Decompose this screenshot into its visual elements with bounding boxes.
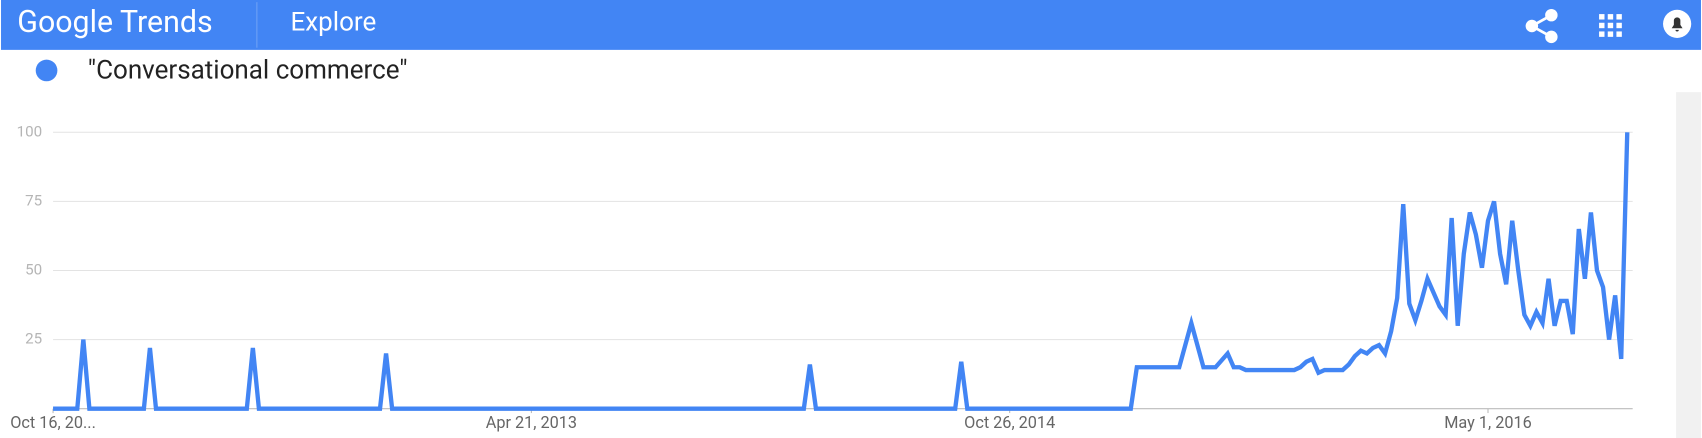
x-tick-label: Oct 16, 20... xyxy=(10,413,96,432)
section-title: Explore xyxy=(290,8,376,38)
y-tick-label: 100 xyxy=(17,122,43,140)
series-line xyxy=(53,132,1630,411)
legend-label: "Conversational commerce" xyxy=(88,55,408,85)
share-icon[interactable] xyxy=(1525,8,1558,44)
x-tick-label: Oct 26, 2014 xyxy=(964,413,1055,432)
bell xyxy=(1671,17,1683,32)
y-tick-label: 50 xyxy=(25,260,42,278)
x-tick-label: May 1, 2016 xyxy=(1444,413,1532,432)
y-tick-label: 75 xyxy=(25,191,42,209)
logo[interactable]: Google Trends xyxy=(17,5,212,40)
x-tick-label: Apr 21, 2013 xyxy=(486,413,577,432)
header-bar xyxy=(1,0,1701,50)
scrollbar xyxy=(1676,92,1701,438)
apps-icon[interactable] xyxy=(1599,14,1622,37)
legend-marker xyxy=(35,59,58,82)
y-tick-label: 25 xyxy=(25,330,42,348)
plot: 25 50 75 100 Oct 16, 20... Apr 21, 2013 Oct 26… xyxy=(10,122,1633,432)
